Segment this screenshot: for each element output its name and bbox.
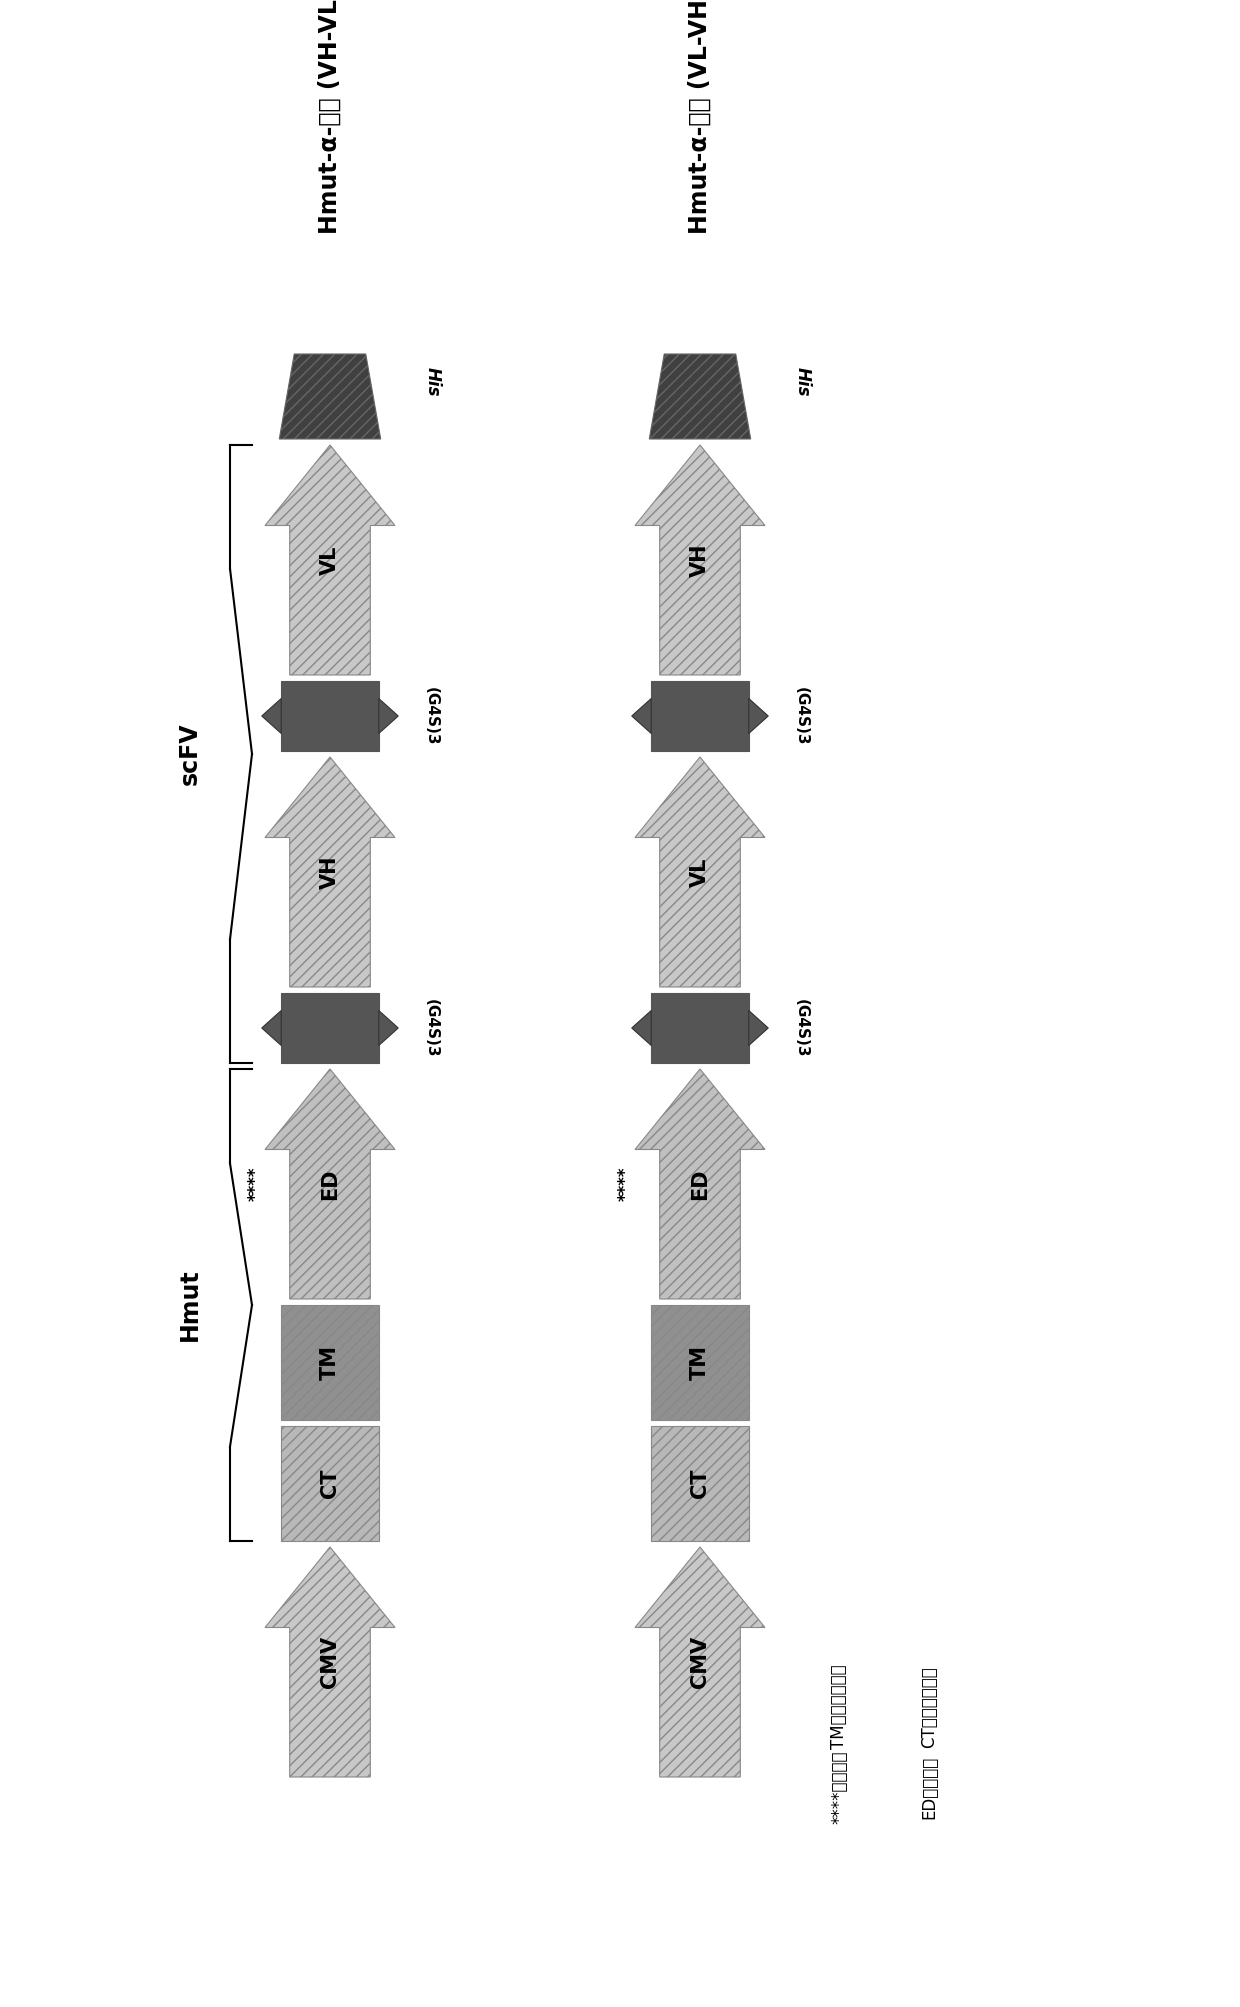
Text: CT: CT	[689, 1469, 711, 1499]
Polygon shape	[265, 446, 396, 674]
Text: VH: VH	[320, 855, 340, 889]
Polygon shape	[631, 1010, 651, 1046]
Text: CMV: CMV	[689, 1636, 711, 1688]
Text: VL: VL	[320, 546, 340, 574]
Text: ED: ED	[320, 1168, 340, 1200]
Text: VH: VH	[689, 544, 711, 576]
Text: ED：胞外域: ED：胞外域	[920, 1756, 937, 1818]
Polygon shape	[651, 1305, 749, 1421]
Text: (G4S)3: (G4S)3	[424, 999, 439, 1058]
Polygon shape	[749, 698, 769, 733]
Text: Hmut-α-标签 (VL-VH): Hmut-α-标签 (VL-VH)	[688, 0, 712, 235]
Text: (G4S)3: (G4S)3	[424, 686, 439, 745]
Text: CMV: CMV	[320, 1636, 340, 1688]
Polygon shape	[651, 1427, 749, 1541]
Polygon shape	[635, 757, 765, 987]
Polygon shape	[262, 698, 281, 733]
Text: (G4S)3: (G4S)3	[794, 999, 808, 1058]
Polygon shape	[635, 1070, 765, 1299]
Text: ****: ****	[618, 1166, 635, 1202]
Polygon shape	[651, 993, 749, 1064]
Text: Hmut: Hmut	[179, 1268, 202, 1341]
Polygon shape	[279, 353, 381, 440]
Polygon shape	[635, 1547, 765, 1776]
Text: His: His	[424, 367, 441, 395]
Polygon shape	[265, 757, 396, 987]
Text: ED: ED	[689, 1168, 711, 1200]
Polygon shape	[281, 993, 378, 1064]
Polygon shape	[378, 1010, 398, 1046]
Polygon shape	[749, 1010, 769, 1046]
Text: TM: TM	[689, 1345, 711, 1381]
Text: ****: ****	[247, 1166, 265, 1202]
Polygon shape	[378, 698, 398, 733]
Polygon shape	[265, 1547, 396, 1776]
Polygon shape	[651, 680, 749, 751]
Text: TM：跨膜结构域: TM：跨膜结构域	[830, 1664, 848, 1750]
Polygon shape	[281, 1427, 378, 1541]
Text: (G4S)3: (G4S)3	[794, 686, 808, 745]
Polygon shape	[281, 680, 378, 751]
Text: VL: VL	[689, 857, 711, 887]
Polygon shape	[265, 1070, 396, 1299]
Polygon shape	[262, 1010, 281, 1046]
Polygon shape	[631, 698, 651, 733]
Polygon shape	[635, 446, 765, 674]
Text: CT: CT	[320, 1469, 340, 1499]
Text: His: His	[794, 367, 812, 395]
Polygon shape	[281, 1305, 378, 1421]
Text: TM: TM	[320, 1345, 340, 1381]
Text: Hmut-α-标签 (VH-VL): Hmut-α-标签 (VH-VL)	[317, 0, 342, 235]
Text: scFV: scFV	[179, 723, 202, 785]
Text: CT：胞质结构域: CT：胞质结构域	[920, 1666, 937, 1748]
Polygon shape	[650, 353, 750, 440]
Text: ****：点变表: ****：点变表	[830, 1750, 848, 1824]
